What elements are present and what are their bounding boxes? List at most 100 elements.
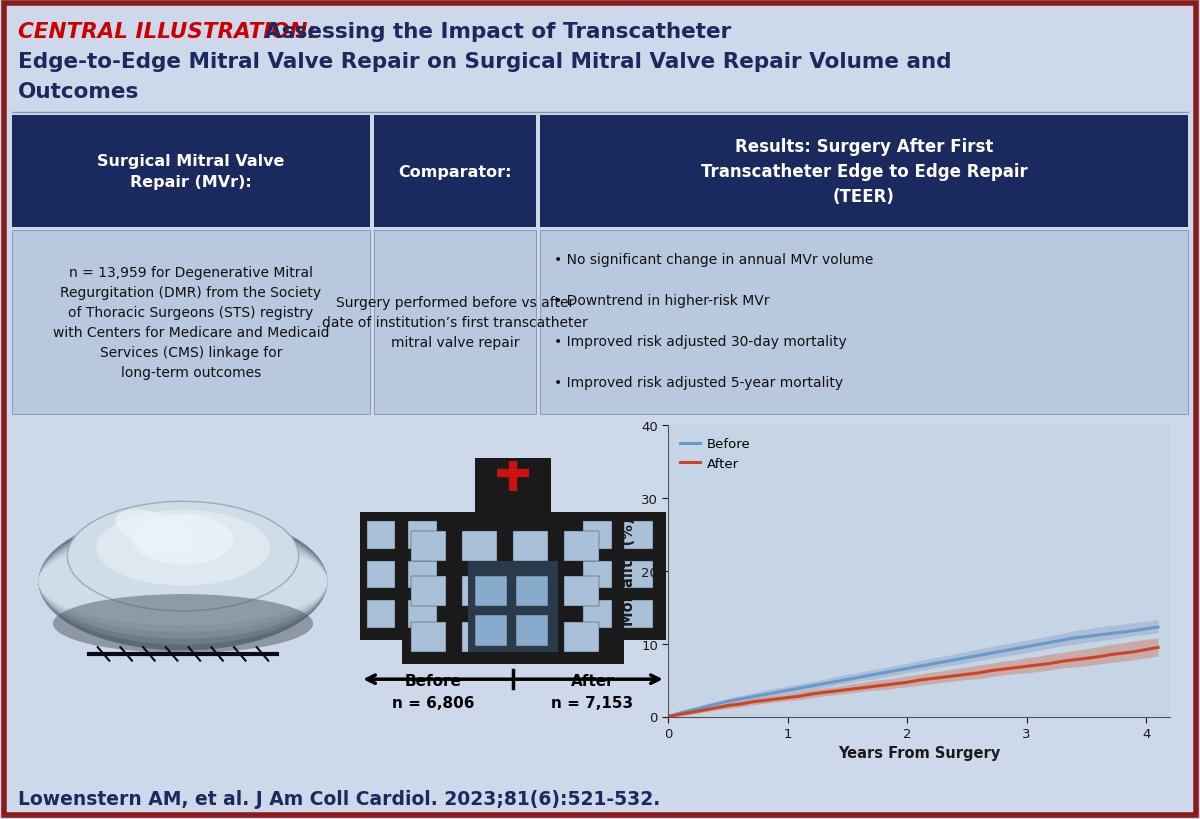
Text: Assessing the Impact of Transcatheter: Assessing the Impact of Transcatheter (265, 22, 731, 42)
Bar (583, 561, 612, 588)
After (1127, 647, 1141, 657)
Before (972, 650, 986, 660)
Before (984, 649, 998, 658)
Ellipse shape (132, 514, 234, 565)
Bar (475, 616, 506, 646)
After (840, 685, 854, 695)
Before (769, 688, 784, 698)
Before (792, 683, 806, 693)
Before (948, 655, 962, 665)
After (1008, 663, 1022, 673)
Before (996, 646, 1010, 656)
Bar (475, 577, 506, 607)
Bar (514, 622, 548, 652)
Before (781, 686, 796, 695)
Bar (624, 561, 653, 588)
Before (1091, 631, 1105, 640)
Bar (412, 577, 446, 607)
Before (733, 695, 748, 704)
Before (900, 663, 914, 673)
Bar (367, 561, 395, 588)
Before (840, 675, 854, 685)
Before (828, 676, 842, 686)
After (1151, 643, 1165, 653)
Ellipse shape (96, 510, 270, 586)
Text: n = 7,153: n = 7,153 (552, 695, 634, 709)
Bar (408, 561, 437, 588)
Before (816, 679, 830, 689)
After (781, 693, 796, 703)
Ellipse shape (67, 502, 299, 611)
Bar (468, 561, 558, 652)
Text: Before: Before (406, 673, 462, 689)
After (864, 682, 878, 692)
After (757, 695, 772, 705)
After (936, 672, 950, 682)
After (733, 699, 748, 709)
After (828, 686, 842, 696)
Ellipse shape (38, 513, 328, 651)
Text: n = 6,806: n = 6,806 (392, 695, 475, 709)
Before (864, 670, 878, 680)
Before (1127, 626, 1141, 636)
Before (721, 696, 736, 706)
Bar (475, 458, 551, 513)
After (661, 712, 676, 722)
After (1055, 657, 1069, 667)
After (852, 683, 866, 693)
Before (936, 657, 950, 667)
Bar (514, 577, 548, 607)
After (721, 701, 736, 711)
Text: Edge-to-Edge Mitral Valve Repair on Surgical Mitral Valve Repair Volume and: Edge-to-Edge Mitral Valve Repair on Surg… (18, 52, 952, 72)
Text: Outcomes: Outcomes (18, 82, 139, 102)
Before (1020, 642, 1034, 652)
Before (745, 692, 760, 702)
Text: • No significant change in annual MVr volume: • No significant change in annual MVr vo… (554, 253, 874, 267)
Before (1115, 627, 1129, 637)
After (804, 689, 818, 699)
Bar (367, 522, 395, 549)
Bar (402, 513, 624, 664)
Before (852, 672, 866, 682)
After (972, 668, 986, 678)
Ellipse shape (38, 524, 328, 639)
Before (1067, 633, 1081, 643)
Bar (624, 522, 653, 549)
Before (1103, 629, 1117, 639)
Bar (516, 577, 548, 607)
After (1043, 658, 1057, 668)
After (1067, 655, 1081, 665)
Bar (367, 600, 395, 628)
Line: After: After (668, 648, 1158, 717)
Bar (360, 513, 450, 640)
Before (1151, 622, 1165, 632)
After (685, 708, 700, 717)
After (912, 676, 926, 686)
Text: • Improved risk adjusted 5-year mortality: • Improved risk adjusted 5-year mortalit… (554, 376, 844, 390)
Before (888, 666, 902, 676)
Bar (462, 531, 497, 561)
Ellipse shape (115, 509, 193, 553)
After (1115, 649, 1129, 658)
Legend: Before, After: Before, After (674, 432, 756, 476)
Bar (12, 231, 370, 414)
After (667, 711, 682, 721)
Bar (12, 417, 1188, 803)
Text: Surgical Mitral Valve
Repair (MVr):: Surgical Mitral Valve Repair (MVr): (97, 154, 284, 190)
Ellipse shape (53, 595, 313, 654)
Ellipse shape (38, 538, 328, 626)
Text: Lowenstern AM, et al. J Am Coll Cardiol. 2023;81(6):521-532.: Lowenstern AM, et al. J Am Coll Cardiol.… (18, 789, 660, 808)
Bar (408, 600, 437, 628)
After (745, 697, 760, 707)
Before (685, 705, 700, 715)
Before (804, 681, 818, 691)
X-axis label: Years From Surgery: Years From Surgery (838, 745, 1001, 761)
Bar (583, 600, 612, 628)
Bar (374, 231, 536, 414)
Text: After: After (571, 673, 614, 689)
Bar (516, 616, 548, 646)
After (709, 703, 724, 713)
Ellipse shape (38, 532, 328, 632)
Bar (564, 622, 599, 652)
Before (912, 662, 926, 672)
